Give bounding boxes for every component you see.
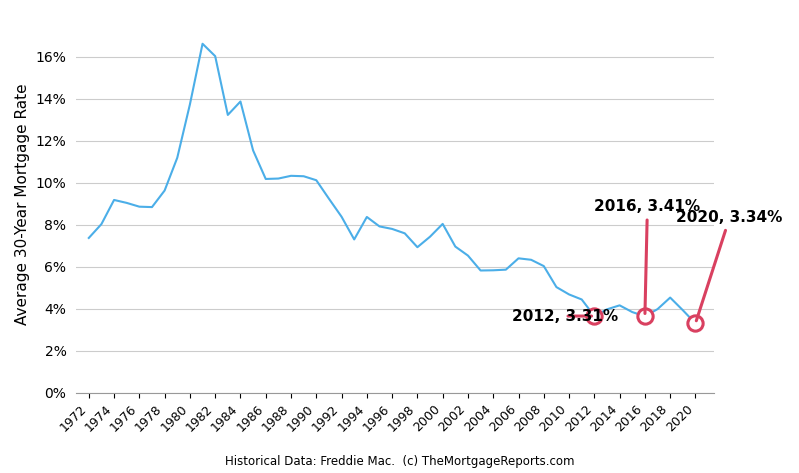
Text: 2020, 3.34%: 2020, 3.34% — [677, 210, 783, 321]
Y-axis label: Average 30-Year Mortgage Rate: Average 30-Year Mortgage Rate — [15, 83, 30, 325]
Text: 2012, 3.31%: 2012, 3.31% — [512, 308, 618, 324]
Text: 2016, 3.41%: 2016, 3.41% — [594, 200, 701, 314]
Text: Historical Data: Freddie Mac.  (c) TheMortgageReports.com: Historical Data: Freddie Mac. (c) TheMor… — [225, 455, 574, 468]
